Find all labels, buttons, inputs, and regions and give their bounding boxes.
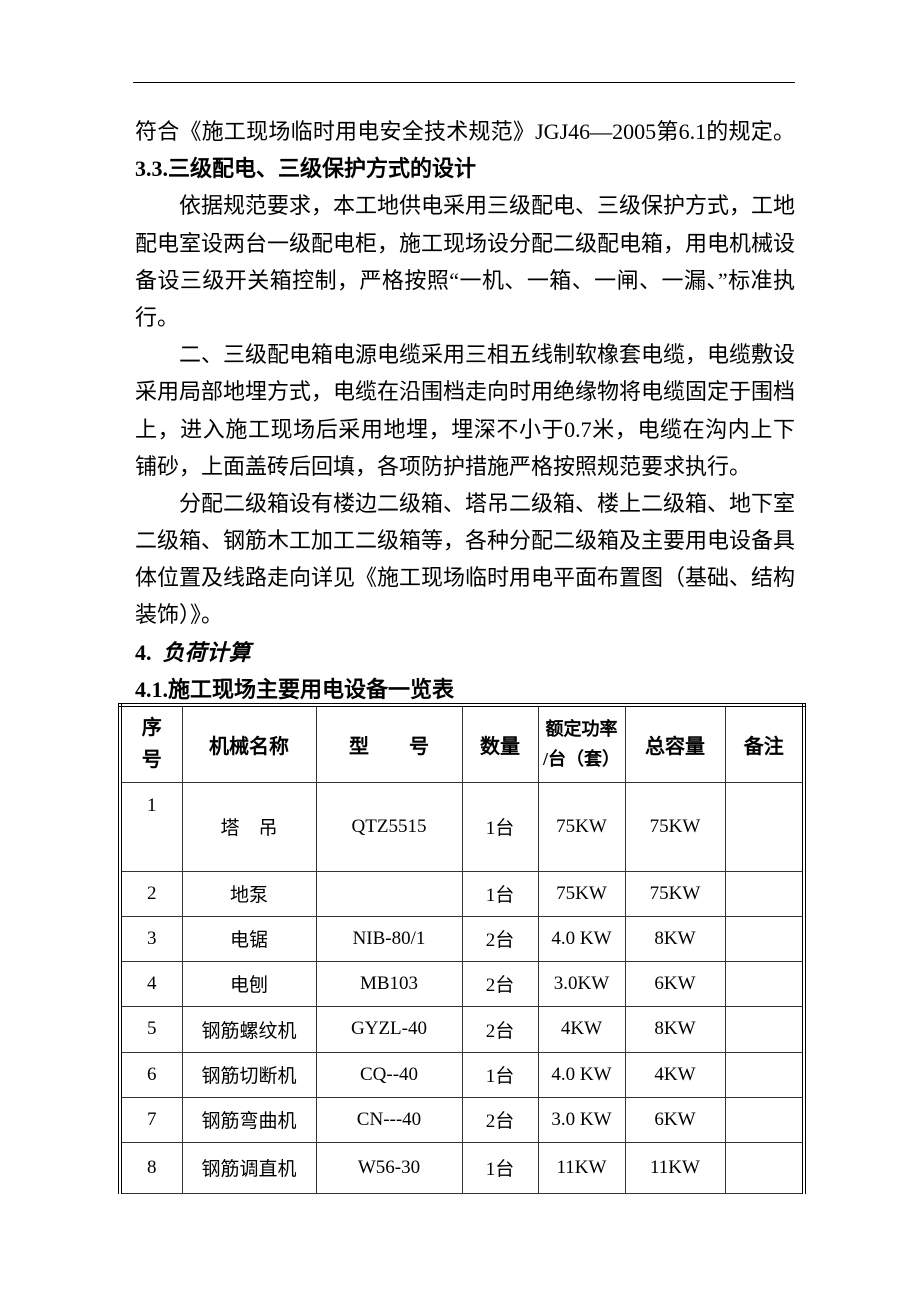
cell-qty: 1台	[461, 1141, 539, 1194]
cell-name: 钢筋弯曲机	[181, 1096, 317, 1143]
cell-seq: 3	[119, 915, 183, 962]
header-rule	[133, 82, 795, 83]
header-total: 总容量	[624, 704, 726, 783]
cell-qty: 1台	[461, 1051, 539, 1098]
cell-seq: 4	[119, 960, 183, 1007]
header-text: /台（套）	[542, 749, 620, 770]
cell-power: 3.0 KW	[537, 1096, 626, 1143]
cell-model: CQ--40	[315, 1051, 463, 1098]
paragraph-line: 铺砂，上面盖砖后回填，各项防护措施严格按照规范要求执行。	[135, 453, 752, 479]
paragraph-line: 行。	[135, 304, 180, 330]
header-text: 序号	[141, 717, 162, 772]
paragraph-line: 二级箱、钢筋木工加工二级箱等，各种分配二级箱及主要用电设备具	[135, 528, 796, 554]
paragraph-line: 二、三级配电箱电源电缆采用三相五线制软橡套电缆，电缆敷设	[179, 342, 796, 368]
section-title: 负荷计算	[162, 639, 251, 665]
section-number: 4.	[135, 639, 152, 665]
paragraph-line: 符合《施工现场临时用电安全技术规范》JGJ46—2005第6.1的规定。	[135, 119, 795, 144]
cell-name: 电刨	[181, 960, 317, 1007]
section-heading-4-1: 4.1.施工现场主要用电设备一览表	[135, 676, 455, 702]
table-row: 8 钢筋调直机 W56-30 1台 11KW 11KW	[119, 1141, 805, 1194]
paragraph-line: 装饰）》。	[135, 602, 224, 628]
cell-total: 6KW	[624, 960, 726, 1007]
cell-remark	[724, 870, 805, 917]
cell-qty: 2台	[461, 915, 539, 962]
section-heading-4: 4. 负荷计算	[135, 634, 795, 671]
cell-power: 75KW	[537, 781, 626, 872]
cell-power: 11KW	[537, 1141, 626, 1194]
cell-remark	[724, 960, 805, 1007]
table-row: 6 钢筋切断机 CQ--40 1台 4.0 KW 4KW	[119, 1051, 805, 1098]
cell-name: 钢筋调直机	[181, 1141, 317, 1194]
cell-total: 8KW	[624, 1005, 726, 1053]
cell-model	[315, 870, 463, 917]
paragraph-line: 依据规范要求，本工地供电采用三级配电、三级保护方式，工地	[179, 193, 796, 219]
cell-total: 8KW	[624, 915, 726, 962]
cell-qty: 2台	[461, 960, 539, 1007]
table-row: 3 电锯 NIB-80/1 2台 4.0 KW 8KW	[119, 915, 805, 962]
cell-seq: 8	[119, 1141, 183, 1194]
cell-name: 电锯	[181, 915, 317, 962]
cell-name: 钢筋螺纹机	[181, 1005, 317, 1053]
cell-model: QTZ5515	[315, 781, 463, 872]
cell-total: 4KW	[624, 1051, 726, 1098]
cell-power: 4KW	[537, 1005, 626, 1053]
table-row: 7 钢筋弯曲机 CN---40 2台 3.0 KW 6KW	[119, 1096, 805, 1143]
table-row: 4 电刨 MB103 2台 3.0KW 6KW	[119, 960, 805, 1007]
cell-model: GYZL-40	[315, 1005, 463, 1053]
table-header-row: 序号 机械名称 型 号 数量 额定功率/台（套） 总容量 备注	[119, 704, 805, 783]
cell-model: CN---40	[315, 1096, 463, 1143]
header-remark: 备注	[724, 704, 805, 783]
cell-model: MB103	[315, 960, 463, 1007]
paragraph-line: 备设三级开关箱控制，严格按照“一机、一箱、一闸、一漏、”标准执	[135, 267, 795, 293]
cell-qty: 2台	[461, 1096, 539, 1143]
header-seq: 序号	[119, 704, 183, 783]
cell-power: 4.0 KW	[537, 1051, 626, 1098]
cell-total: 75KW	[624, 870, 726, 917]
cell-seq: 6	[119, 1051, 183, 1098]
cell-seq: 7	[119, 1096, 183, 1143]
paragraph-line: 采用局部地埋方式，电缆在沿围档走向时用绝缘物将电缆固定于围档	[135, 379, 796, 405]
paragraph-line: 上，进入施工现场后采用地埋，埋深不小于0.7米，电缆在沟内上下	[135, 416, 795, 442]
table-row: 2 地泵 1台 75KW 75KW	[119, 870, 805, 917]
cell-model: NIB-80/1	[315, 915, 463, 962]
cell-total: 75KW	[624, 781, 726, 872]
header-qty: 数量	[461, 704, 539, 783]
section-heading-3-3: 3.3.三级配电、三级保护方式的设计	[135, 156, 477, 182]
cell-model: W56-30	[315, 1141, 463, 1194]
cell-seq: 2	[119, 870, 183, 917]
cell-remark	[724, 1005, 805, 1053]
header-model: 型 号	[315, 704, 463, 783]
body-text: 符合《施工现场临时用电安全技术规范》JGJ46—2005第6.1的规定。 3.3…	[135, 113, 795, 708]
cell-qty: 1台	[461, 870, 539, 917]
table-row: 5 钢筋螺纹机 GYZL-40 2台 4KW 8KW	[119, 1005, 805, 1053]
cell-qty: 2台	[461, 1005, 539, 1053]
cell-remark	[724, 1051, 805, 1098]
cell-total: 6KW	[624, 1096, 726, 1143]
header-text: 额定功率	[545, 719, 618, 740]
cell-name: 钢筋切断机	[181, 1051, 317, 1098]
cell-total: 11KW	[624, 1141, 726, 1194]
cell-qty: 1台	[461, 781, 539, 872]
paragraph-line: 配电室设两台一级配电柜，施工现场设分配二级配电箱，用电机械设	[135, 230, 796, 256]
cell-remark	[724, 1141, 805, 1194]
cell-remark	[724, 1096, 805, 1143]
cell-remark	[724, 915, 805, 962]
header-power: 额定功率/台（套）	[537, 704, 626, 783]
cell-power: 3.0KW	[537, 960, 626, 1007]
cell-remark	[724, 781, 805, 872]
cell-seq: 5	[119, 1005, 183, 1053]
cell-power: 4.0 KW	[537, 915, 626, 962]
cell-name: 地泵	[181, 870, 317, 917]
paragraph-line: 体位置及线路走向详见《施工现场临时用电平面布置图（基础、结构	[135, 565, 796, 591]
cell-seq: 1	[119, 781, 183, 872]
cell-power: 75KW	[537, 870, 626, 917]
cell-name: 塔 吊	[181, 781, 317, 872]
paragraph-line: 分配二级箱设有楼边二级箱、塔吊二级箱、楼上二级箱、地下室	[179, 490, 796, 516]
header-name: 机械名称	[181, 704, 317, 783]
